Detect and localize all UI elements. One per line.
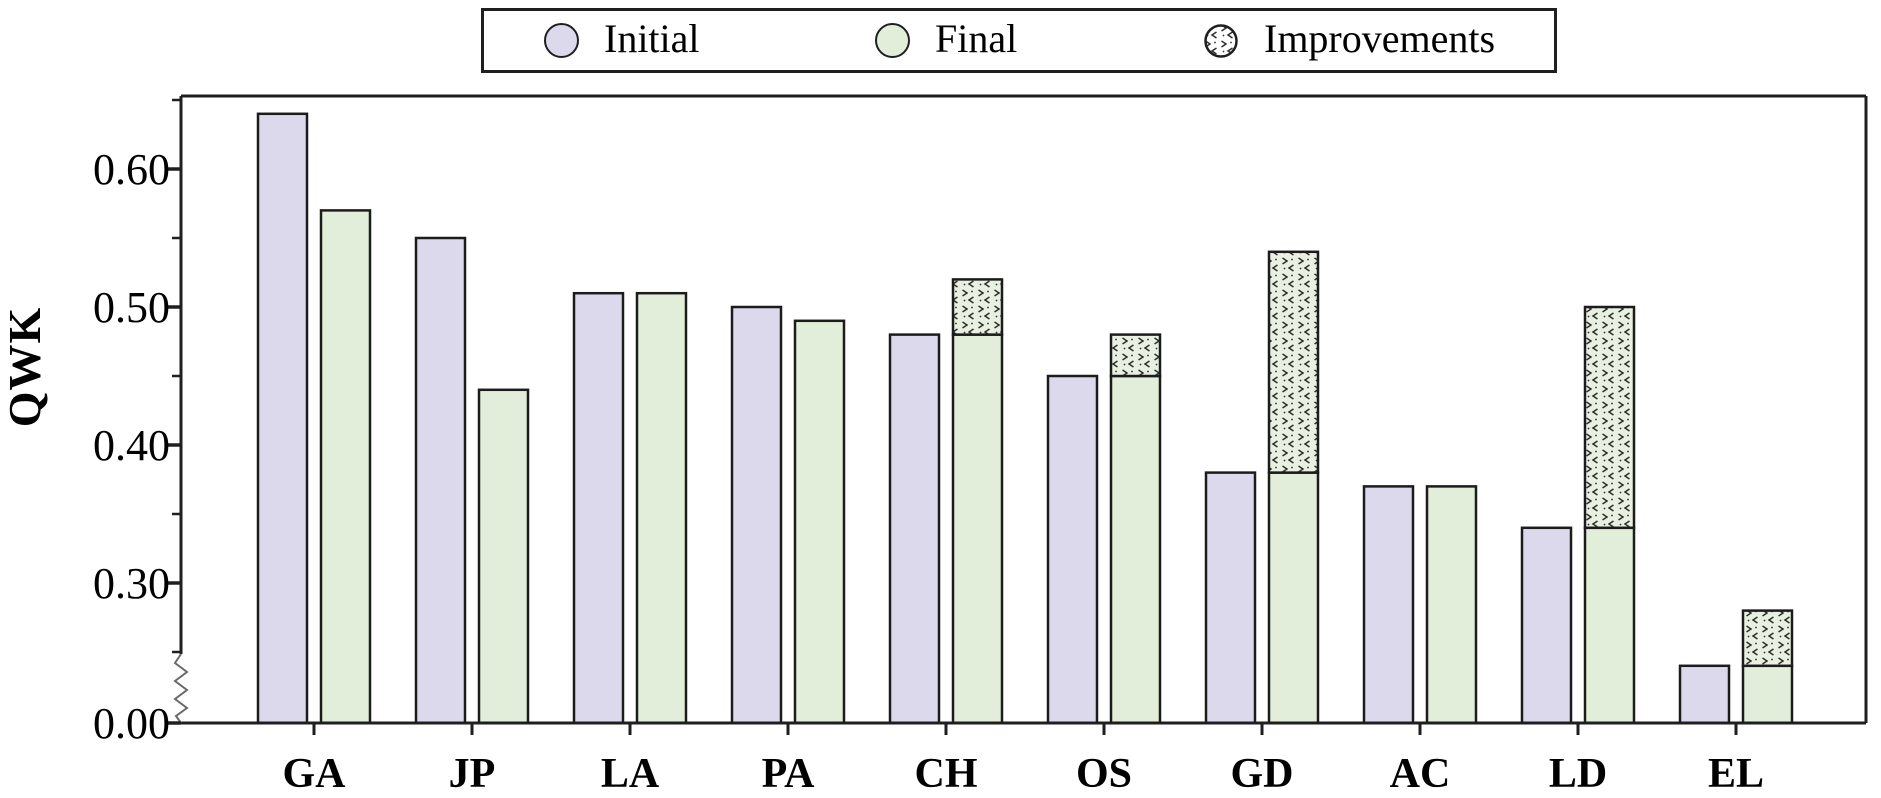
y-tick-label-0.40: 0.40 bbox=[93, 421, 170, 470]
legend-label-final: Final bbox=[935, 15, 1018, 61]
bar-final-PA bbox=[793, 319, 846, 725]
bar-initial-LA bbox=[572, 291, 625, 725]
x-category-label-AC: AC bbox=[1390, 751, 1451, 797]
bar-initial-LD bbox=[1520, 526, 1573, 725]
bar-final-AC bbox=[1425, 485, 1478, 725]
bar-final-LA bbox=[635, 291, 688, 725]
improvements-hatched-circle-swatch bbox=[1204, 23, 1238, 58]
bar-final-LD bbox=[1583, 526, 1636, 725]
legend-item-final: Final bbox=[875, 11, 1017, 70]
bar-initial-GD bbox=[1204, 471, 1257, 725]
final-circle-swatch bbox=[875, 23, 910, 58]
x-category-label-GD: GD bbox=[1231, 751, 1294, 797]
bar-improvement-EL bbox=[1741, 609, 1794, 668]
bar-final-JP bbox=[477, 388, 530, 725]
bar-initial-JP bbox=[414, 236, 467, 725]
bar-final-OS bbox=[1109, 374, 1162, 725]
bar-final-CH bbox=[951, 333, 1004, 725]
legend-item-improvements: Improvements bbox=[1203, 11, 1495, 70]
x-category-label-EL: EL bbox=[1708, 751, 1764, 797]
x-category-label-LA: LA bbox=[601, 751, 660, 797]
x-category-label-OS: OS bbox=[1076, 751, 1132, 797]
y-tick-label-0.30: 0.30 bbox=[93, 559, 170, 608]
x-category-label-JP: JP bbox=[449, 751, 496, 797]
y-tick-label-0.00: 0.00 bbox=[93, 699, 170, 748]
legend-label-initial: Initial bbox=[604, 15, 700, 61]
bar-initial-OS bbox=[1046, 374, 1099, 725]
x-category-label-LD: LD bbox=[1549, 751, 1607, 797]
legend-box: Initial Final Improvements bbox=[481, 8, 1557, 73]
bar-improvement-OS bbox=[1109, 333, 1162, 378]
bar-initial-AC bbox=[1362, 485, 1415, 725]
bar-improvement-GD bbox=[1267, 250, 1320, 474]
y-tick-label-0.60: 0.60 bbox=[93, 145, 170, 194]
bar-final-GD bbox=[1267, 471, 1320, 725]
bar-initial-GA bbox=[256, 112, 309, 725]
bar-initial-EL bbox=[1678, 664, 1731, 725]
x-category-label-PA: PA bbox=[762, 751, 816, 797]
x-category-label-GA: GA bbox=[283, 751, 347, 797]
legend-label-improvements: Improvements bbox=[1264, 15, 1496, 61]
bar-final-EL bbox=[1741, 664, 1794, 725]
x-category-label-CH: CH bbox=[915, 751, 978, 797]
bar-improvement-CH bbox=[951, 278, 1004, 336]
y-tick-label-0.50: 0.50 bbox=[93, 283, 170, 332]
axis-break-zigzag bbox=[173, 653, 189, 724]
bar-initial-PA bbox=[730, 305, 783, 725]
legend-item-initial: Initial bbox=[544, 11, 700, 70]
bar-improvement-LD bbox=[1583, 305, 1636, 530]
bar-initial-CH bbox=[888, 333, 941, 725]
initial-circle-swatch bbox=[544, 23, 579, 58]
bar-final-GA bbox=[319, 209, 372, 725]
